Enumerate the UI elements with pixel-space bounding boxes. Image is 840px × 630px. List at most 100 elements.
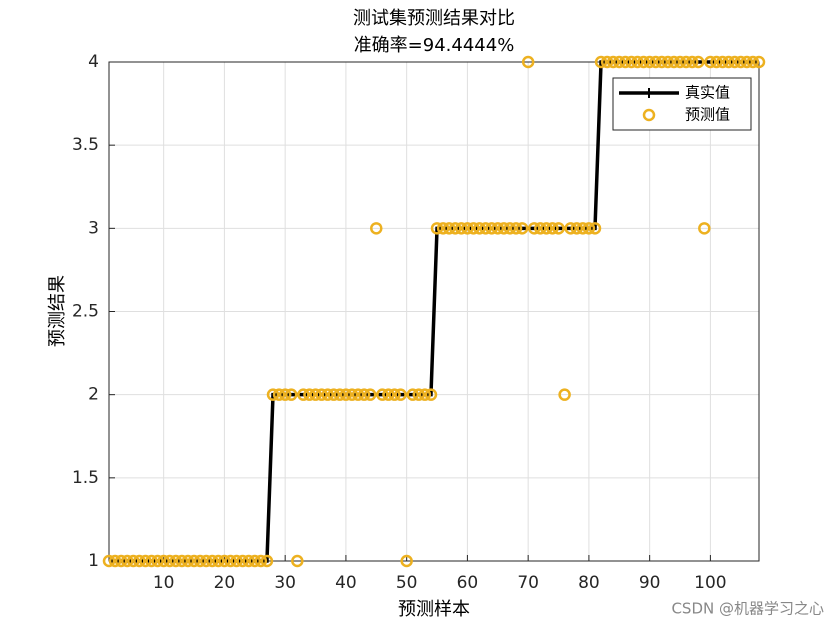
pred-point [297,388,310,401]
y-axis-label: 预测结果 [47,275,68,347]
pred-point [394,388,407,401]
pred-point [120,554,134,568]
y-tick-label: 3.5 [72,135,99,155]
pred-point [752,55,766,69]
pred-point [631,55,644,69]
pred-point [163,554,176,568]
pred-point [746,55,760,69]
pred-point [728,55,741,69]
pred-point [382,388,395,401]
pred-point [260,554,274,568]
pred-point [175,554,189,568]
pred-point [321,388,334,401]
pred-point [151,554,164,568]
pred-point [643,55,656,69]
pred-point [637,55,650,69]
pred-point [254,554,268,568]
chart-title: 测试集预测结果对比 [353,8,515,29]
pred-point [193,554,207,568]
pred-point [187,554,201,568]
pred-point [613,55,626,69]
pred-point [625,55,638,69]
pred-point [546,222,559,235]
pred-point [181,554,195,568]
pred-point [272,388,286,401]
axes-box [108,61,760,562]
legend-marker [642,108,656,122]
pred-point [345,388,359,401]
pred-point [673,55,687,69]
pred-point [291,554,304,568]
y-tick-label: 4 [88,52,99,72]
pred-point [455,222,468,235]
y-tick-label: 2.5 [72,302,99,322]
pred-point [284,388,298,401]
pred-point [388,388,401,401]
pred-point [430,222,444,235]
pred-point [649,55,662,69]
pred-point [515,222,529,235]
pred-point [266,388,280,401]
pred-point [710,55,723,69]
pred-point [606,55,620,69]
pred-point [199,554,213,568]
pred-point [582,222,596,235]
x-tick-label: 60 [457,573,479,593]
y-tick-label: 3 [88,218,99,238]
pred-point [224,554,237,568]
pred-point [327,388,341,401]
pred-point [218,554,231,568]
x-tick-label: 90 [639,573,661,593]
x-axis-label: 预测样本 [398,599,470,620]
legend-box [612,77,752,131]
pred-point [449,222,462,235]
pred-point [534,222,547,235]
pred-point [509,222,523,235]
pred-point [133,554,146,568]
chart-subtitle: 准确率=94.4444% [354,35,515,56]
x-tick-label: 70 [517,573,539,593]
pred-point [436,222,450,235]
pred-point [722,55,735,69]
pred-point [303,388,316,401]
pred-point [716,55,729,69]
pred-point [278,388,292,401]
pred-point [685,55,699,69]
pred-point [412,388,426,401]
pred-point [339,388,353,401]
pred-point [230,554,243,568]
pred-point [309,388,322,401]
pred-point [376,388,389,401]
pred-point [619,55,632,69]
pred-point [698,222,711,235]
pred-point [127,554,140,568]
y-tick-label: 1.5 [72,468,99,488]
pred-point [139,554,152,568]
x-tick-label: 30 [274,573,296,593]
legend-label: 预测值 [685,106,730,124]
pred-point [418,388,432,401]
pred-point [692,55,705,69]
pred-point [406,388,419,401]
pred-point [527,222,541,235]
pred-point [491,222,505,235]
pred-point [242,554,255,568]
pred-point [667,55,681,69]
pred-point [485,222,498,235]
y-tick-label: 2 [88,385,99,405]
watermark: CSDN @机器学习之心 [671,600,824,618]
x-tick-label: 100 [694,573,726,593]
pred-point [102,554,116,568]
pred-point [740,55,754,69]
pred-point [461,222,474,235]
y-tick-label: 1 [88,551,99,571]
pred-point [473,222,486,235]
pred-point [679,55,693,69]
x-tick-label: 40 [335,573,357,593]
pred-point [570,222,584,235]
pred-point [363,388,377,401]
pred-point [552,222,565,235]
pred-point [558,388,571,401]
pred-point [114,554,128,568]
